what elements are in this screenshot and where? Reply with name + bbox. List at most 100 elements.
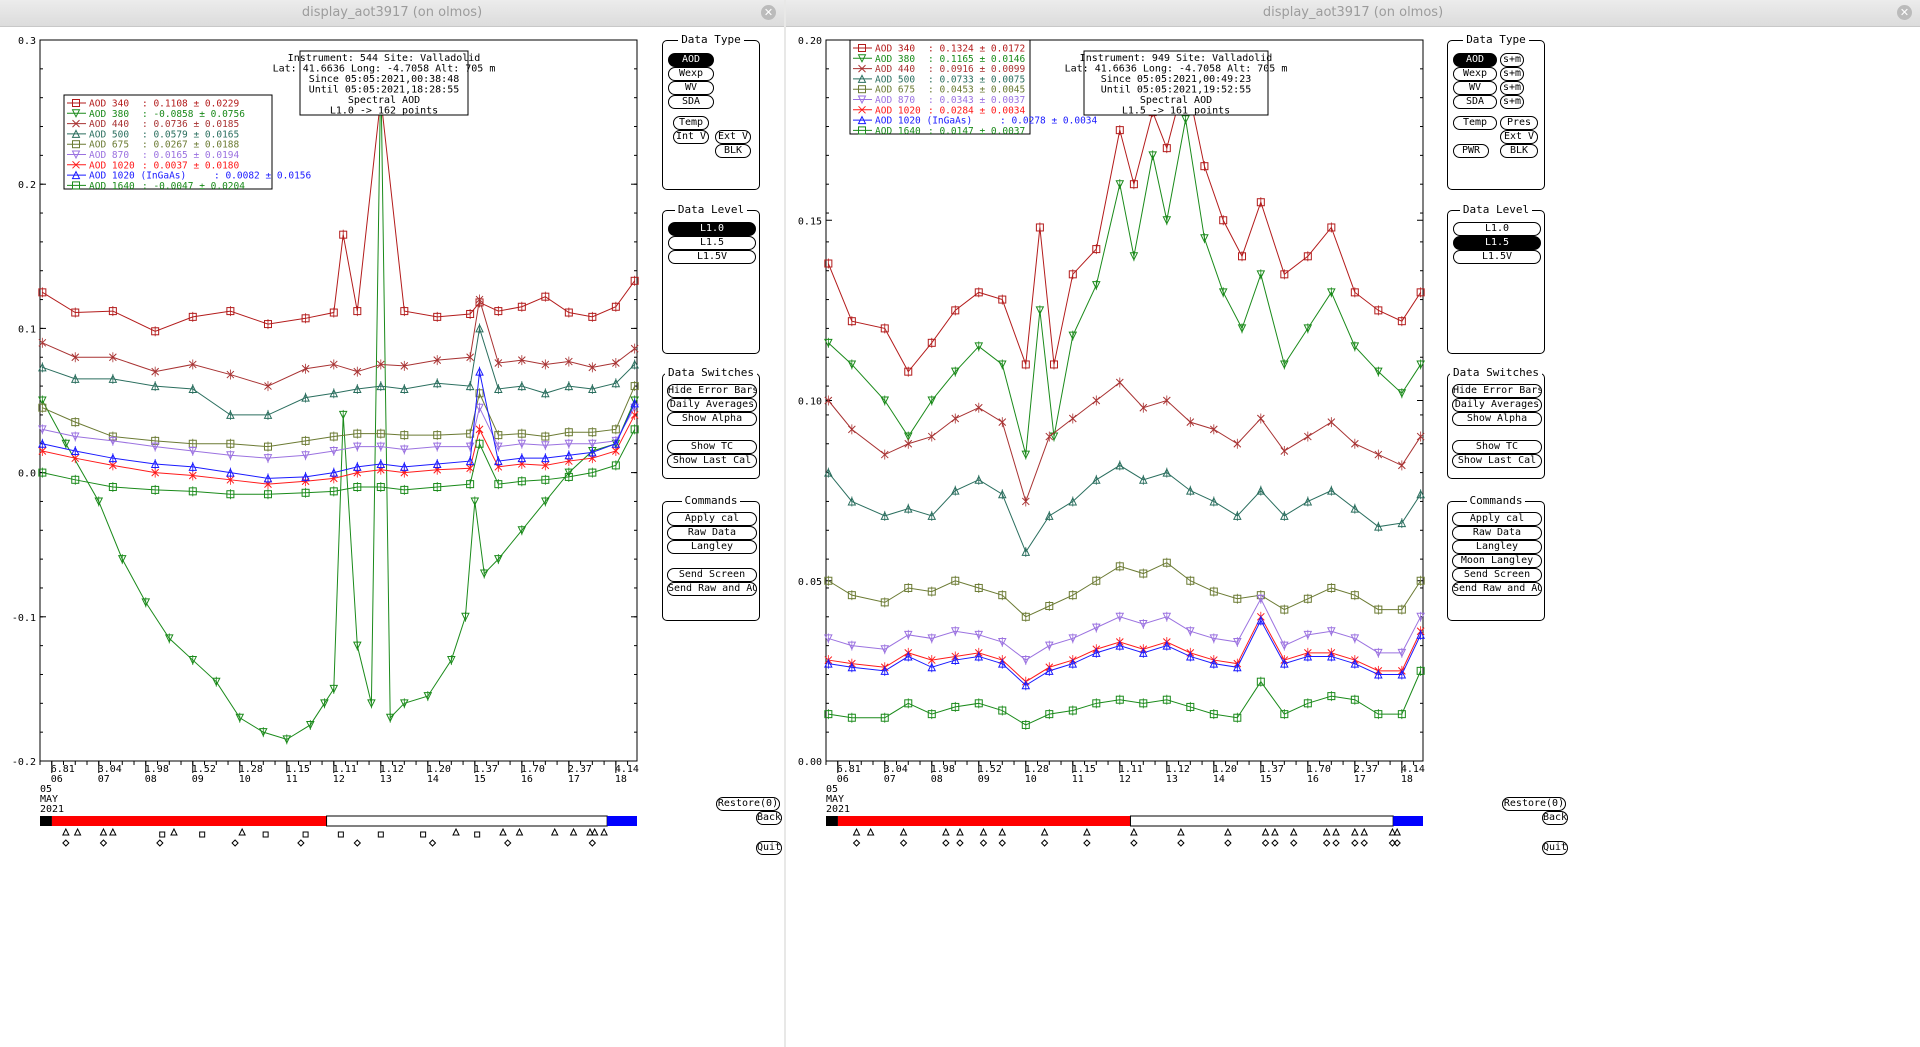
data-point <box>517 453 527 463</box>
hide-error-bars-button[interactable]: Hide Error Bars <box>667 384 757 398</box>
int-v-button[interactable]: Int V <box>673 130 709 144</box>
ext-v-button[interactable]: Ext V <box>1500 130 1538 144</box>
data-point <box>847 713 856 722</box>
data-point <box>927 511 937 520</box>
panel-commands: Commands Apply cal Raw Data Langley Send Scr… <box>662 494 760 621</box>
l1-0-button[interactable]: L1.0 <box>668 222 756 236</box>
l1-5v-button[interactable]: L1.5V <box>1453 250 1541 264</box>
blk-button[interactable]: BLK <box>1500 144 1538 158</box>
s-m-button[interactable]: s+m <box>1500 95 1524 109</box>
data-point <box>847 317 856 326</box>
langley-button[interactable]: Langley <box>1452 540 1542 554</box>
data-point <box>998 706 1007 715</box>
panel-title-text: Data Switches <box>664 366 758 379</box>
window-titlebar[interactable]: display_aot3917 (on olmos) ✕ <box>0 0 784 27</box>
sda-button[interactable]: SDA <box>668 95 714 109</box>
moon-langley-button[interactable]: Moon Langley <box>1452 554 1542 568</box>
legend-stat: : 0.0037 ± 0.0180 <box>142 160 240 171</box>
x-tick-label-hour: 11 <box>1072 774 1084 785</box>
wexp-button[interactable]: Wexp <box>668 67 714 81</box>
temp-button[interactable]: Temp <box>1453 116 1497 130</box>
show-last-cal-button[interactable]: Show Last Cal <box>667 454 757 468</box>
data-point <box>1209 587 1218 596</box>
s-m-button[interactable]: s+m <box>1500 81 1524 95</box>
close-icon[interactable]: ✕ <box>761 5 776 20</box>
langley-button[interactable]: Langley <box>667 540 757 554</box>
l1-0-button[interactable]: L1.0 <box>1453 222 1541 236</box>
pwr-button[interactable]: PWR <box>1453 144 1489 158</box>
hide-error-bars-button[interactable]: Hide Error Bars <box>1452 384 1542 398</box>
data-point <box>400 485 409 494</box>
data-point <box>1162 216 1172 225</box>
wv-button[interactable]: WV <box>1453 81 1497 95</box>
data-point <box>151 485 160 494</box>
data-point <box>1327 486 1336 495</box>
y-tick-label: -0.1 <box>12 613 36 624</box>
show-alpha-button[interactable]: Show Alpha <box>1452 412 1542 426</box>
data-point <box>301 451 310 460</box>
send-raw-and-aod-button[interactable]: Send Raw and AOD <box>667 582 757 596</box>
s-m-button[interactable]: s+m <box>1500 67 1524 81</box>
blk-button[interactable]: BLK <box>715 144 751 158</box>
wv-button[interactable]: WV <box>668 81 714 95</box>
back-button[interactable]: Back <box>756 811 782 825</box>
aod-button[interactable]: AOD <box>668 53 714 67</box>
apply-cal-button[interactable]: Apply cal <box>667 512 757 526</box>
x-tick-label-hour: 07 <box>884 774 896 785</box>
data-point <box>1374 306 1383 315</box>
raw-data-button[interactable]: Raw Data <box>1452 526 1542 540</box>
raw-data-button[interactable]: Raw Data <box>667 526 757 540</box>
daily-averages-button[interactable]: Daily Averages <box>1452 398 1542 412</box>
close-icon[interactable]: ✕ <box>1897 5 1912 20</box>
legend-marker <box>857 54 867 63</box>
l1-5-button[interactable]: L1.5 <box>668 236 756 250</box>
data-point <box>847 496 857 506</box>
data-point <box>226 475 235 484</box>
show-last-cal-button[interactable]: Show Last Cal <box>1452 454 1542 468</box>
triangle-marker <box>942 827 950 836</box>
pres-button[interactable]: Pres <box>1500 116 1538 130</box>
data-point <box>494 555 503 564</box>
restore-button[interactable]: Restore(0) <box>716 797 780 811</box>
send-screen-button[interactable]: Send Screen <box>667 568 757 582</box>
data-point <box>1115 180 1125 189</box>
x-tick-label-hour: 09 <box>978 774 990 785</box>
show-alpha-button[interactable]: Show Alpha <box>667 412 757 426</box>
data-point <box>466 480 475 489</box>
data-point <box>188 384 198 393</box>
x-tick-label-airmass: 3.04 <box>98 764 122 775</box>
data-point <box>329 360 338 369</box>
data-point <box>1162 695 1171 704</box>
data-point <box>1374 367 1383 377</box>
temp-button[interactable]: Temp <box>673 116 709 130</box>
data-point <box>564 468 574 478</box>
data-point <box>38 439 47 448</box>
show-tc-button[interactable]: Show TC <box>667 440 757 454</box>
l1-5v-button[interactable]: L1.5V <box>668 250 756 264</box>
send-raw-and-aod-button[interactable]: Send Raw and AOD <box>1452 582 1542 596</box>
wexp-button[interactable]: Wexp <box>1453 67 1497 81</box>
apply-cal-button[interactable]: Apply cal <box>1452 512 1542 526</box>
l1-5-button[interactable]: L1.5 <box>1453 236 1541 250</box>
triangle-marker <box>998 827 1007 836</box>
send-screen-button[interactable]: Send Screen <box>1452 568 1542 582</box>
back-button[interactable]: Back <box>1542 811 1568 825</box>
ext-v-button[interactable]: Ext V <box>715 130 751 144</box>
aod-button[interactable]: AOD <box>1453 53 1497 67</box>
daily-averages-button[interactable]: Daily Averages <box>667 398 757 412</box>
diamond-marker <box>1083 839 1091 847</box>
quit-button[interactable]: Quit <box>1542 841 1568 855</box>
quit-button[interactable]: Quit <box>756 841 782 855</box>
data-point <box>301 314 310 323</box>
x-tick-label-airmass: 1.12 <box>1166 764 1190 775</box>
window-titlebar[interactable]: display_aot3917 (on olmos) ✕ <box>786 0 1920 27</box>
data-point <box>1021 656 1031 665</box>
data-point <box>188 312 197 321</box>
data-point <box>339 230 348 239</box>
restore-button[interactable]: Restore(0) <box>1502 797 1566 811</box>
triangle-marker <box>600 827 608 836</box>
colorbar-white <box>1129 815 1394 827</box>
s-m-button[interactable]: s+m <box>1500 53 1524 67</box>
sda-button[interactable]: SDA <box>1453 95 1497 109</box>
show-tc-button[interactable]: Show TC <box>1452 440 1542 454</box>
